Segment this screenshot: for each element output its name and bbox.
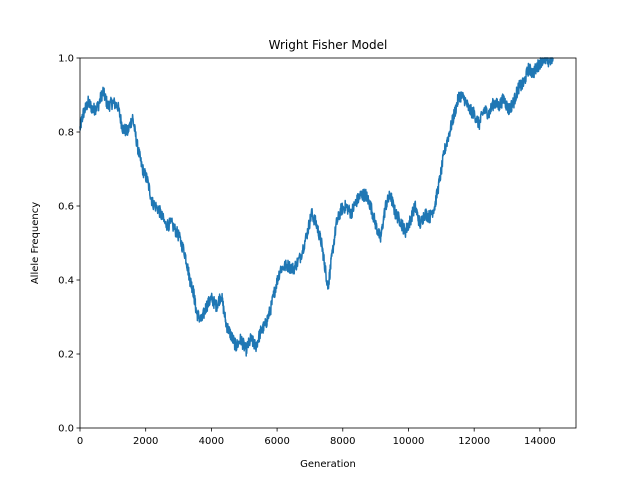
series-line [79, 57, 554, 357]
x-tick-label: 0 [77, 436, 83, 447]
plot-area [79, 57, 554, 357]
x-axis: 0 2000 4000 6000 8000 10000 12000 14000 [77, 428, 556, 447]
x-tick-label: 10000 [393, 436, 425, 447]
y-tick-label: 0.2 [58, 350, 74, 361]
x-tick-label: 8000 [330, 436, 355, 447]
y-tick-label: 0.6 [58, 202, 74, 213]
y-tick-label: 1.0 [58, 54, 74, 65]
chart-title: Wright Fisher Model [269, 38, 388, 52]
y-axis-label: Allele Frequency [30, 202, 41, 284]
x-axis-label: Generation [300, 459, 356, 470]
x-tick-label: 4000 [199, 436, 224, 447]
axes-frame [79, 57, 577, 429]
y-tick-label: 0.4 [58, 276, 74, 287]
y-tick-label: 0.0 [58, 424, 74, 435]
y-tick-label: 0.8 [58, 128, 74, 139]
x-tick-label: 2000 [133, 436, 158, 447]
y-axis: 0.0 0.2 0.4 0.6 0.8 1.0 [58, 54, 80, 435]
x-tick-label: 14000 [524, 436, 556, 447]
x-tick-label: 6000 [264, 436, 289, 447]
x-tick-label: 12000 [458, 436, 490, 447]
